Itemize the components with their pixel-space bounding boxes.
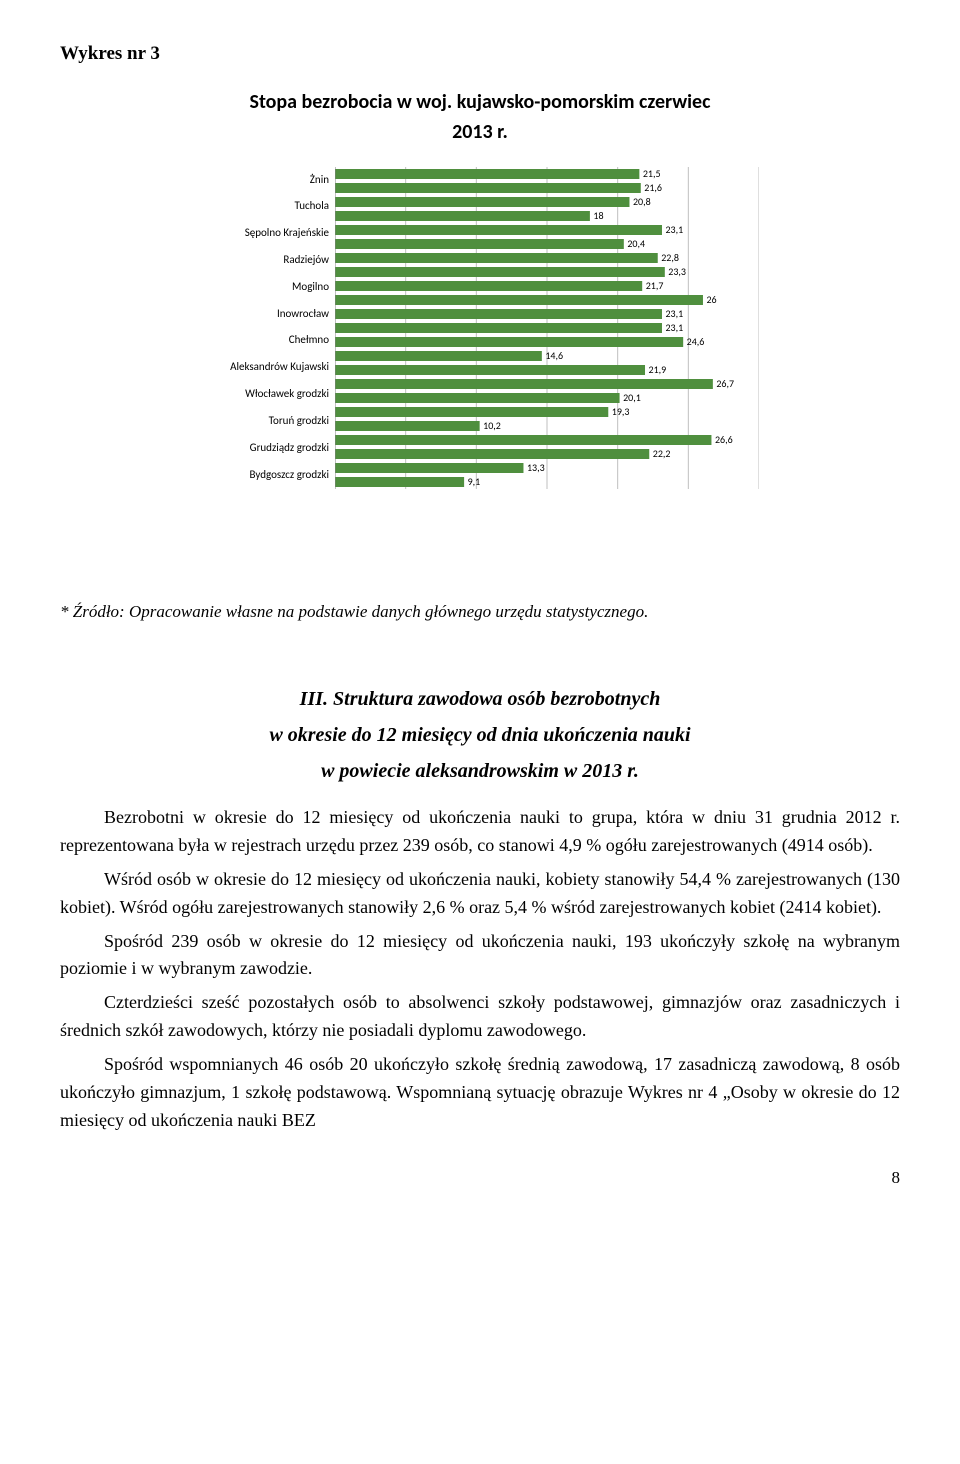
svg-text:23,1: 23,1 [665, 222, 683, 235]
y-axis-label: Mogilno [190, 274, 329, 301]
svg-text:23,1: 23,1 [665, 306, 683, 319]
chart-title: Stopa bezrobocia w woj. kujawsko-pomorsk… [240, 87, 720, 147]
y-axis-label: Toruń grodzki [190, 408, 329, 435]
svg-text:14,6: 14,6 [545, 348, 563, 361]
svg-text:21,9: 21,9 [649, 362, 667, 375]
chart-plot: 21,521,620,8 18 23,1 20,4 22,823,3 21,7 26 23,1… [335, 167, 759, 559]
y-axis-label: Włocławek grodzki [190, 381, 329, 408]
svg-text:10,2: 10,2 [483, 418, 501, 431]
section-heading-line1: III. Struktura zawodowa osób bezrobotnyc… [60, 684, 900, 714]
svg-text:9,1: 9,1 [468, 474, 481, 487]
svg-text:13,3: 13,3 [527, 460, 545, 473]
svg-text:22,2: 22,2 [653, 446, 671, 459]
y-axis-label: Chełmno [190, 327, 329, 354]
section-heading-line3: w powiecie aleksandrowskim w 2013 r. [60, 756, 900, 786]
svg-text:26: 26 [706, 292, 716, 305]
body-paragraph: Spośród wspomnianych 46 osób 20 ukończył… [60, 1051, 900, 1135]
y-axis-label: Aleksandrów Kujawski [190, 354, 329, 381]
svg-text:18: 18 [593, 208, 603, 221]
chart-svg: 21,521,620,8 18 23,1 20,4 22,823,3 21,7 26 23,1… [335, 167, 759, 519]
svg-text:24,6: 24,6 [687, 334, 705, 347]
svg-text:19,3: 19,3 [612, 404, 630, 417]
body-text: Bezrobotni w okresie do 12 miesięcy od u… [60, 804, 900, 1135]
chart-y-labels: ŻninTucholaSępolno KrajeńskieRadziejówMo… [190, 167, 335, 489]
svg-text:21,6: 21,6 [644, 180, 662, 193]
svg-text:20,1: 20,1 [623, 390, 641, 403]
body-paragraph: Spośród 239 osób w okresie do 12 miesięc… [60, 928, 900, 984]
y-axis-label: Radziejów [190, 247, 329, 274]
svg-text:21,5: 21,5 [643, 167, 661, 180]
y-axis-label: Sępolno Krajeńskie [190, 220, 329, 247]
svg-text:23,1: 23,1 [665, 320, 683, 333]
svg-text:22,8: 22,8 [661, 250, 679, 263]
svg-text:26,6: 26,6 [715, 432, 733, 445]
y-axis-label: Grudziądz grodzki [190, 435, 329, 462]
body-paragraph: Czterdzieści sześć pozostałych osób to a… [60, 989, 900, 1045]
body-paragraph: Wśród osób w okresie do 12 miesięcy od u… [60, 866, 900, 922]
y-axis-label: Tuchola [190, 193, 329, 220]
page-number: 8 [60, 1165, 900, 1191]
chart-source-footnote: * Źródło: Opracowanie własne na podstawi… [60, 599, 900, 625]
svg-text:20,8: 20,8 [633, 194, 651, 207]
svg-text:26,7: 26,7 [716, 376, 734, 389]
chart-container: Stopa bezrobocia w woj. kujawsko-pomorsk… [190, 87, 770, 559]
y-axis-label: Bydgoszcz grodzki [190, 462, 329, 489]
y-axis-label: Inowrocław [190, 301, 329, 328]
svg-text:23,3: 23,3 [668, 264, 686, 277]
y-axis-label: Żnin [190, 167, 329, 194]
figure-label: Wykres nr 3 [60, 40, 900, 69]
section-heading-line2: w okresie do 12 miesięcy od dnia ukończe… [60, 720, 900, 750]
svg-text:20,4: 20,4 [627, 236, 645, 249]
svg-text:21,7: 21,7 [646, 278, 664, 291]
body-paragraph: Bezrobotni w okresie do 12 miesięcy od u… [60, 804, 900, 860]
